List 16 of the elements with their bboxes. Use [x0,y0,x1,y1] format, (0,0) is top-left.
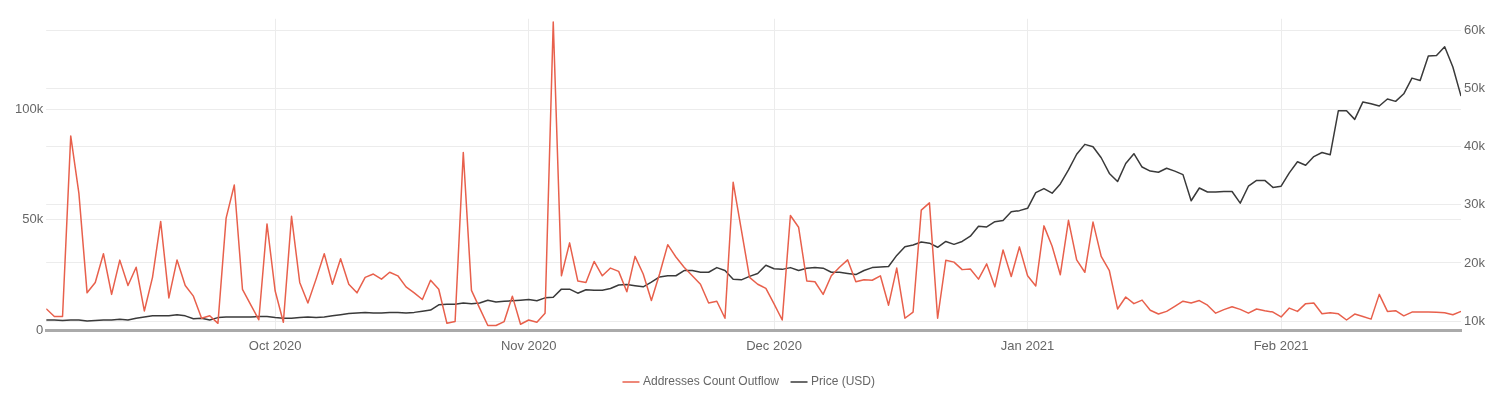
x-tick-label: Nov 2020 [500,337,557,353]
y-tick-label: 50k [22,211,44,227]
y-tick-label: 100k [14,100,44,116]
x-tick-label: Dec 2020 [746,337,802,353]
legend-label: Addresses Count Outflow [642,374,780,389]
x-tick-label: Oct 2020 [248,337,302,353]
y2-tick-label: 40k [1464,138,1486,154]
y2-tick-label: 20k [1464,254,1486,270]
x-tick-label: Jan 2021 [1000,337,1055,353]
y-tick-label: 0 [35,321,44,337]
x-tick-label: Feb 2021 [1253,337,1309,353]
y2-tick-label: 50k [1464,80,1486,96]
legend-label: Price (USD) [811,374,876,389]
y2-tick-label: 30k [1464,196,1486,212]
y2-tick-label: 60k [1464,22,1486,37]
y2-tick-label: 10k [1464,312,1486,328]
